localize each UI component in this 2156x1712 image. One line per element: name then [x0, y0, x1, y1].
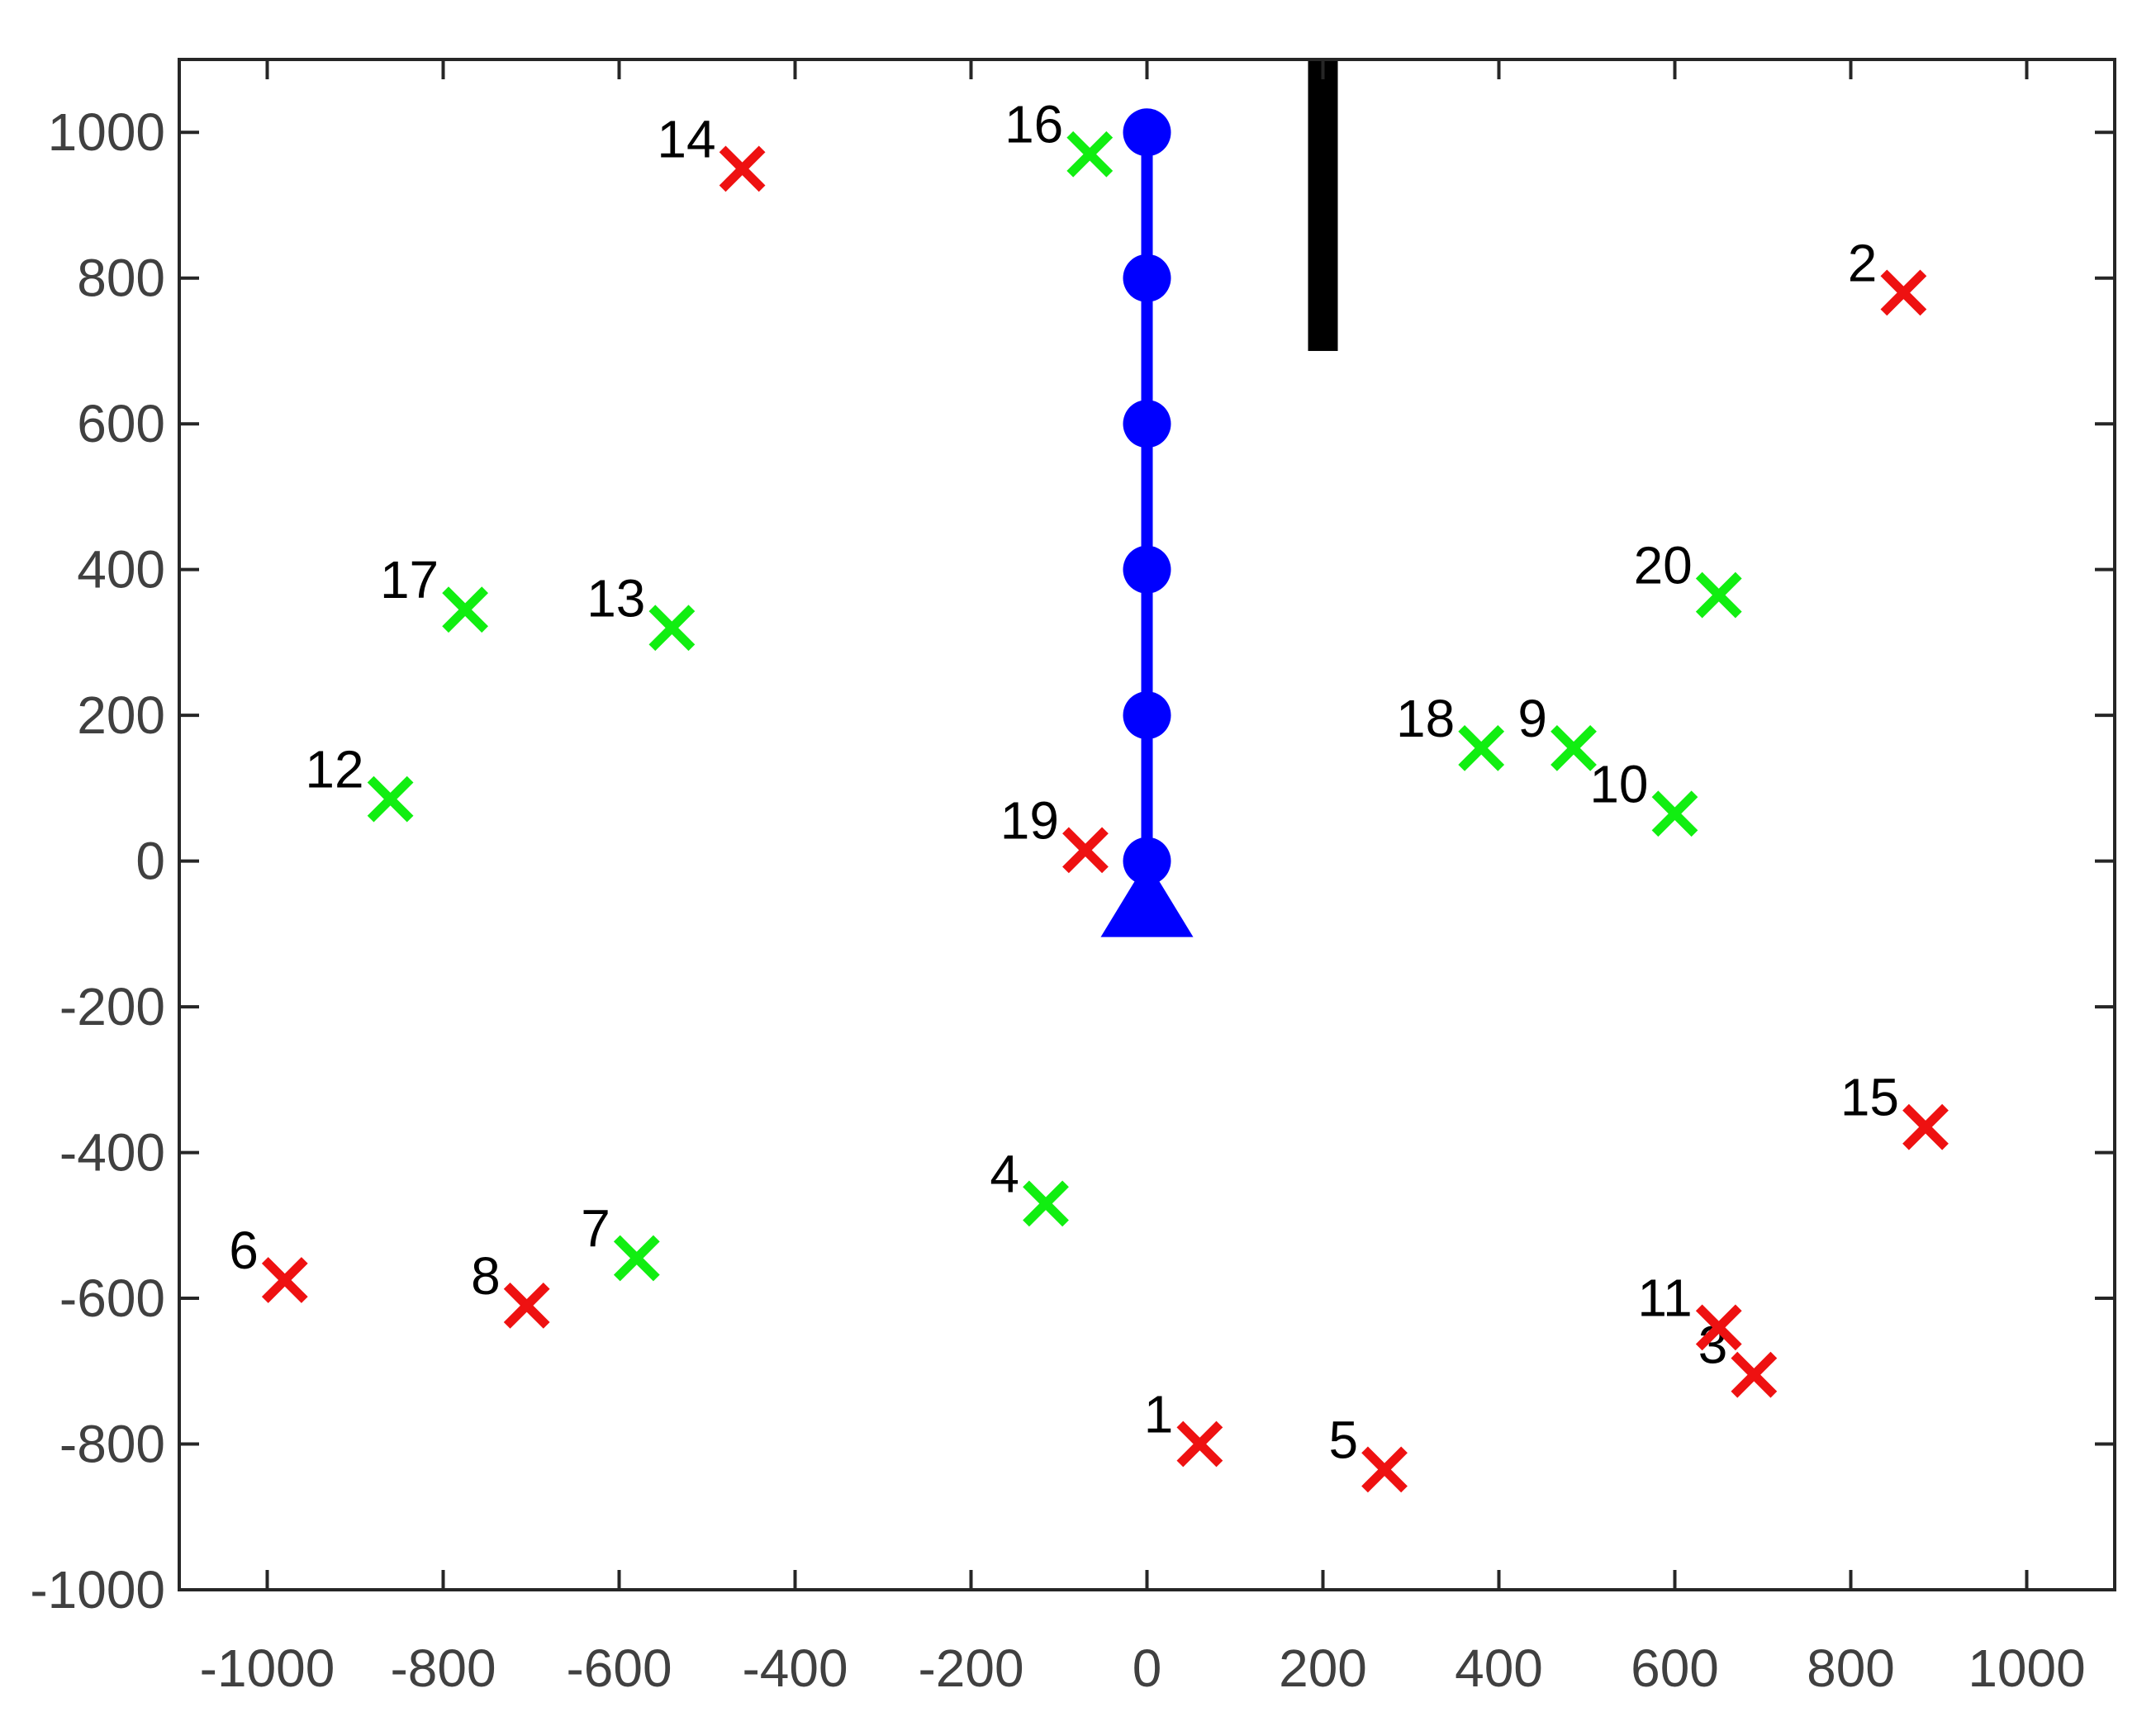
arm-joint-5 [1123, 108, 1171, 157]
target-label-12: 12 [305, 740, 363, 799]
target-marker-3 [1731, 1351, 1778, 1398]
target-label-20: 20 [1634, 536, 1693, 595]
y-tick-label: -1000 [30, 1560, 165, 1620]
target-cross-stroke [648, 605, 696, 652]
target-cross-stroke [1176, 1420, 1223, 1468]
y-tick-label: 600 [77, 394, 165, 453]
target-label-7: 7 [581, 1199, 610, 1259]
y-tick-label: -200 [59, 977, 165, 1036]
target-cross-stroke [1361, 1446, 1408, 1493]
target-cross-stroke [1902, 1103, 1949, 1150]
x-tick-label: 0 [1133, 1638, 1162, 1698]
target-cross-stroke [442, 586, 489, 633]
y-tick-label: 1000 [48, 102, 165, 162]
target-cross-stroke [503, 1282, 550, 1329]
target-marker-11 [1695, 1304, 1742, 1351]
target-cross-stroke [1651, 790, 1698, 837]
target-marker-5 [1361, 1446, 1408, 1493]
target-label-4: 4 [990, 1144, 1019, 1203]
target-label-8: 8 [471, 1246, 501, 1306]
target-label-6: 6 [229, 1221, 259, 1280]
arm-joint-1 [1123, 691, 1171, 740]
x-tick-label: -600 [566, 1638, 672, 1698]
target-marker-8 [503, 1282, 550, 1329]
target-marker-2 [1880, 269, 1927, 316]
target-marker-1 [1176, 1420, 1223, 1468]
target-marker-20 [1695, 571, 1742, 619]
target-label-13: 13 [586, 568, 645, 628]
target-label-5: 5 [1328, 1410, 1358, 1469]
target-label-15: 15 [1840, 1068, 1899, 1127]
x-tick-label: -200 [918, 1638, 1023, 1698]
y-tick-labels: -1000 -800 -600 -400 -200 0 200 400 600 800 1000 [30, 102, 165, 1620]
target-label-9: 9 [1517, 689, 1547, 748]
arm-joint-4 [1123, 254, 1171, 302]
target-cross-stroke [1023, 1180, 1069, 1227]
arm-joint-2 [1123, 545, 1171, 594]
target-cross-stroke [1695, 1304, 1742, 1351]
arm-base-triangle [1100, 861, 1194, 937]
x-tick-labels: -1000 -800 -600 -400 -200 0 200 400 600 800 1000 [200, 1638, 2086, 1698]
x-tick-label: 400 [1455, 1638, 1543, 1698]
target-label-19: 19 [1000, 790, 1059, 850]
target-marker-6 [261, 1257, 308, 1303]
target-cross-stroke [1695, 571, 1742, 619]
target-marker-12 [367, 775, 414, 823]
target-cross-stroke [261, 1257, 308, 1303]
target-marker-17 [442, 586, 489, 633]
target-marker-13 [648, 605, 696, 652]
target-marker-18 [1458, 724, 1505, 771]
y-tick-label: 0 [135, 832, 165, 891]
y-tick-label: -400 [59, 1123, 165, 1183]
target-cross-stroke [1458, 724, 1505, 771]
target-cross-stroke [1066, 130, 1114, 178]
y-tick-label: 800 [77, 249, 165, 308]
target-marker-9 [1551, 724, 1597, 771]
x-tick-label: 1000 [1968, 1638, 2085, 1698]
y-tick-label: 400 [77, 540, 165, 600]
target-label-14: 14 [657, 109, 715, 168]
y-tick-label: -600 [59, 1269, 165, 1328]
target-cross-stroke [719, 145, 766, 192]
target-label-11: 11 [1637, 1268, 1692, 1327]
x-tick-label: 200 [1279, 1638, 1367, 1698]
target-label-18: 18 [1396, 689, 1455, 748]
target-label-10: 10 [1589, 754, 1648, 813]
arm-joint-0 [1123, 837, 1171, 885]
obstacle-bar [1308, 59, 1338, 351]
arm-joint-3 [1123, 400, 1171, 448]
target-cross-stroke [1062, 827, 1109, 874]
target-marker-19 [1062, 827, 1109, 874]
target-marker-4 [1023, 1180, 1069, 1227]
x-tick-label: 800 [1807, 1638, 1895, 1698]
y-tick-label: -800 [59, 1415, 165, 1474]
axes [178, 58, 2116, 1591]
target-label-16: 16 [1004, 95, 1063, 154]
target-marker-14 [719, 145, 766, 192]
target-cross-stroke [367, 775, 414, 823]
target-label-2: 2 [1848, 233, 1878, 292]
target-marker-10 [1651, 790, 1698, 837]
target-label-17: 17 [380, 550, 439, 609]
x-tick-label: -1000 [200, 1638, 335, 1698]
target-cross-stroke [1731, 1351, 1778, 1398]
x-tick-label: -400 [742, 1638, 848, 1698]
x-tick-label: -800 [390, 1638, 496, 1698]
target-cross-stroke [613, 1235, 660, 1282]
target-cross-stroke [1880, 269, 1927, 316]
y-tick-label: 200 [77, 685, 165, 745]
target-cross-stroke [1551, 724, 1597, 771]
target-marker-7 [613, 1235, 660, 1282]
target-marker-15 [1902, 1103, 1949, 1150]
target-marker-16 [1066, 130, 1114, 178]
x-tick-label: 600 [1631, 1638, 1719, 1698]
target-label-1: 1 [1144, 1385, 1174, 1444]
